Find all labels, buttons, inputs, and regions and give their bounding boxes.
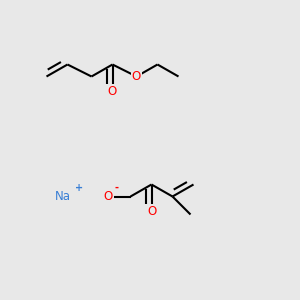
Text: -: - — [114, 183, 118, 193]
Text: Na: Na — [55, 190, 71, 203]
Text: O: O — [132, 70, 141, 83]
Text: O: O — [108, 85, 117, 98]
Text: +: + — [75, 183, 84, 193]
Text: O: O — [147, 205, 156, 218]
Text: O: O — [103, 190, 112, 203]
